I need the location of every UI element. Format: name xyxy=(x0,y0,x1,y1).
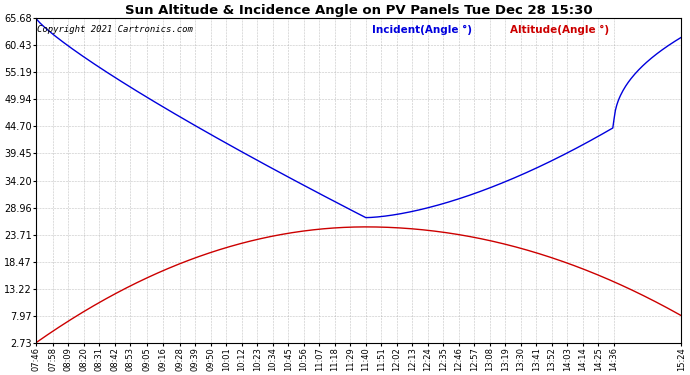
Text: Copyright 2021 Cartronics.com: Copyright 2021 Cartronics.com xyxy=(37,25,193,34)
Text: Incident(Angle °): Incident(Angle °) xyxy=(372,25,471,35)
Text: Altitude(Angle °): Altitude(Angle °) xyxy=(511,25,609,35)
Title: Sun Altitude & Incidence Angle on PV Panels Tue Dec 28 15:30: Sun Altitude & Incidence Angle on PV Pan… xyxy=(125,4,593,17)
